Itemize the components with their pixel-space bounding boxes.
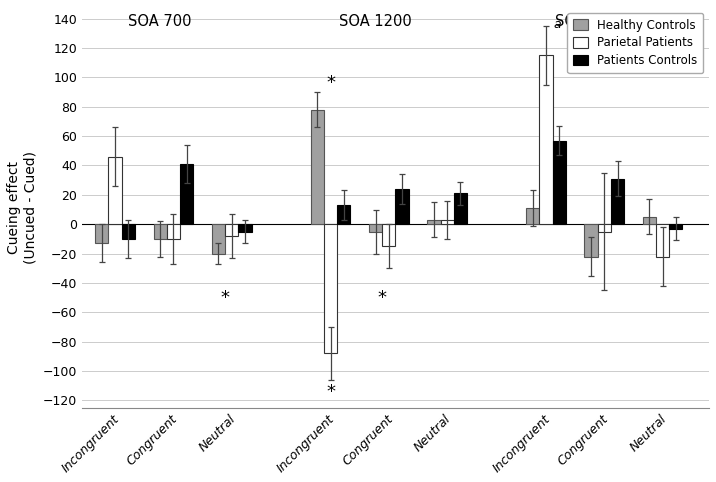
Bar [369,224,382,231]
Text: *: * [221,289,230,307]
Bar [656,224,669,256]
Bar [526,208,539,224]
Bar [180,164,193,224]
Text: a: a [554,18,561,31]
Bar [669,224,682,228]
Text: *: * [378,289,387,307]
Text: *: * [326,383,335,401]
Bar [611,179,624,224]
Text: SOA 2000: SOA 2000 [555,14,627,29]
Bar [153,224,167,239]
Bar [95,224,109,243]
Bar [382,224,395,246]
Y-axis label: Cueing effect
(Uncued - Cued): Cueing effect (Uncued - Cued) [7,151,37,264]
Bar [427,220,440,224]
Bar [454,193,467,224]
Text: *: * [326,74,335,92]
Bar [337,205,351,224]
Bar [122,224,135,239]
Text: SOA 700: SOA 700 [128,14,192,29]
Bar [553,141,566,224]
Bar [225,224,238,236]
Bar [539,55,553,224]
Bar [238,224,251,231]
Bar [212,224,225,254]
Bar [167,224,180,239]
Bar [109,157,122,224]
Bar [440,220,454,224]
Bar [584,224,598,256]
Bar [311,110,324,224]
Legend: Healthy Controls, Parietal Patients, Patients Controls: Healthy Controls, Parietal Patients, Pat… [568,13,703,73]
Text: SOA 1200: SOA 1200 [339,14,412,29]
Bar [395,189,409,224]
Bar [598,224,611,231]
Bar [324,224,337,353]
Bar [643,217,656,224]
